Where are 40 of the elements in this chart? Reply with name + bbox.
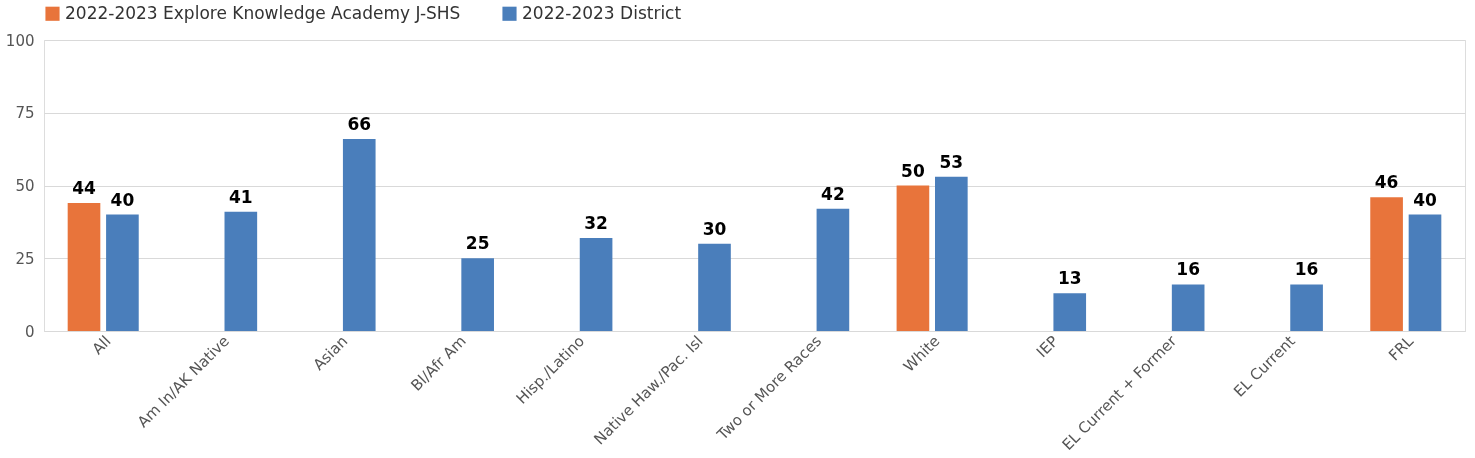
y-tick-label: 100	[5, 31, 35, 50]
x-tick-label: IEP	[1032, 332, 1062, 362]
bar	[224, 211, 258, 331]
data-label: 50	[901, 160, 925, 181]
data-label: 30	[702, 218, 727, 239]
data-label: 13	[1057, 268, 1082, 289]
bar	[935, 176, 968, 331]
data-label: 32	[584, 212, 608, 233]
data-label: 44	[72, 177, 96, 198]
data-label: 42	[821, 183, 845, 204]
bar	[896, 185, 930, 331]
data-label: 53	[939, 151, 964, 172]
data-label: 40	[1413, 189, 1437, 210]
bar	[816, 208, 850, 331]
bar	[67, 202, 101, 331]
data-label: 66	[347, 113, 372, 134]
data-label: 25	[465, 233, 490, 254]
y-tick-label: 0	[24, 322, 35, 341]
data-label: 40	[110, 189, 135, 210]
bar	[1171, 284, 1205, 331]
bar	[1290, 284, 1323, 331]
bar	[1408, 214, 1442, 331]
bar	[1370, 197, 1403, 331]
data-label: 16	[1294, 259, 1319, 280]
x-tick-label: FRL	[1384, 331, 1418, 365]
x-tick-label: All	[88, 332, 115, 358]
y-tick-label: 25	[15, 249, 35, 268]
bar	[698, 243, 731, 331]
y-tick-label: 50	[15, 177, 35, 195]
y-tick-label: 75	[15, 104, 35, 123]
legend-label: 2022-2023 District	[522, 2, 682, 23]
bar	[579, 237, 613, 331]
bar	[106, 214, 139, 331]
bar	[342, 138, 376, 331]
bar	[461, 258, 494, 331]
bar	[1053, 293, 1087, 331]
data-label: 16	[1176, 259, 1200, 280]
data-label: 46	[1374, 172, 1399, 193]
data-label: 41	[228, 186, 253, 207]
legend-label: 2022-2023 Explore Knowledge Academy J-SHS	[65, 2, 461, 23]
